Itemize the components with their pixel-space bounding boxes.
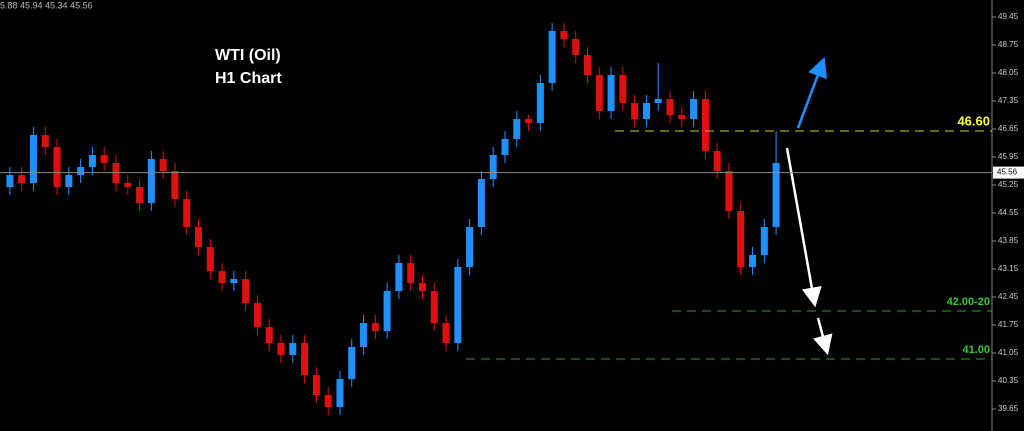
candle-body (725, 171, 733, 211)
y-tick-label: 45.25 (998, 180, 1019, 189)
chart-title: WTI (Oil) (215, 47, 281, 64)
candle-body (289, 343, 297, 355)
candle-body (607, 75, 615, 111)
candle-body (371, 323, 379, 331)
candle-body (395, 263, 403, 291)
plot (6, 23, 780, 415)
candle-body (418, 283, 426, 291)
y-tick-label: 42.45 (998, 292, 1019, 301)
candle-body (360, 323, 368, 347)
candle-body (124, 183, 132, 187)
current-price-label: 45.56 (997, 168, 1018, 177)
candle-body (536, 83, 544, 123)
candle-body (631, 103, 639, 119)
candle-body (760, 227, 768, 255)
candle-body (430, 291, 438, 323)
candle-body (772, 163, 780, 227)
y-tick-label: 43.85 (998, 236, 1019, 245)
y-tick-label: 46.65 (998, 124, 1019, 133)
candle-body (218, 271, 226, 283)
candle-body (548, 31, 556, 83)
candle-body (737, 211, 745, 267)
y-tick-label: 40.35 (998, 376, 1019, 385)
candle-body (642, 103, 650, 119)
candle-body (301, 343, 309, 375)
arrow-up (796, 56, 827, 129)
level-label: 41.00 (962, 344, 990, 356)
level-label: 42.00-20 (947, 296, 990, 308)
candle-body (454, 267, 462, 343)
y-tick-label: 39.65 (998, 404, 1019, 413)
candle-body (77, 167, 85, 175)
candle-body (195, 227, 202, 247)
candle-body (18, 175, 26, 183)
candle-body (277, 343, 285, 355)
candle-body (159, 159, 167, 171)
y-tick-label: 44.55 (998, 208, 1019, 217)
candle-body (678, 115, 686, 119)
candle-body (407, 263, 415, 283)
candle-body (29, 135, 37, 183)
candle-body (654, 99, 662, 103)
candle-body (100, 155, 108, 163)
current-price-box (993, 166, 1024, 179)
candle-body (619, 75, 627, 103)
candle-body (477, 179, 485, 227)
candle-body (560, 31, 568, 39)
candle-body (584, 55, 591, 75)
y-tick-label: 41.75 (998, 320, 1019, 329)
candle-body (312, 375, 320, 395)
candle-body (242, 279, 250, 303)
arrow-down (785, 147, 822, 308)
candle-body (501, 139, 509, 155)
candle-body (442, 323, 450, 343)
y-tick-label: 45.95 (998, 152, 1019, 161)
candle-body (171, 171, 179, 199)
candle-body (136, 187, 144, 203)
candle-body (183, 199, 191, 227)
ohlc-header: 5.88 45.94 45.34 45.56 (0, 0, 93, 10)
y-tick-label: 47.35 (998, 96, 1019, 105)
y-tick-label: 49.45 (998, 12, 1019, 21)
candle-body (147, 159, 155, 203)
candle-body (336, 379, 344, 407)
y-tick-label: 41.05 (998, 348, 1019, 357)
candle-body (230, 279, 238, 283)
level-label: 46.60 (957, 113, 990, 128)
candle-body (489, 155, 497, 179)
candle-body (466, 227, 474, 267)
candle-body (88, 155, 96, 167)
candle-body (348, 347, 356, 379)
candle-body (253, 303, 261, 327)
candle-body (701, 99, 709, 151)
candle-body (690, 99, 698, 119)
candle-body (595, 75, 603, 111)
candle-body (383, 291, 391, 331)
candle-body (53, 147, 61, 187)
candle-body (572, 39, 580, 55)
candle-body (265, 327, 273, 343)
candle-body (6, 175, 14, 187)
y-tick-label: 48.05 (998, 68, 1019, 77)
candle-body (713, 151, 721, 171)
candle-body (513, 119, 521, 139)
candle-body (525, 119, 533, 123)
candle-body (65, 175, 73, 187)
candle-body (666, 99, 674, 115)
y-tick-label: 43.15 (998, 264, 1019, 273)
arrow-down-2 (813, 317, 833, 356)
candle-body (749, 255, 757, 267)
y-tick-label: 48.75 (998, 40, 1019, 49)
candle-body (324, 395, 332, 407)
chart-subtitle: H1 Chart (215, 70, 282, 87)
candle-body (206, 247, 214, 271)
candle-body (41, 135, 49, 147)
